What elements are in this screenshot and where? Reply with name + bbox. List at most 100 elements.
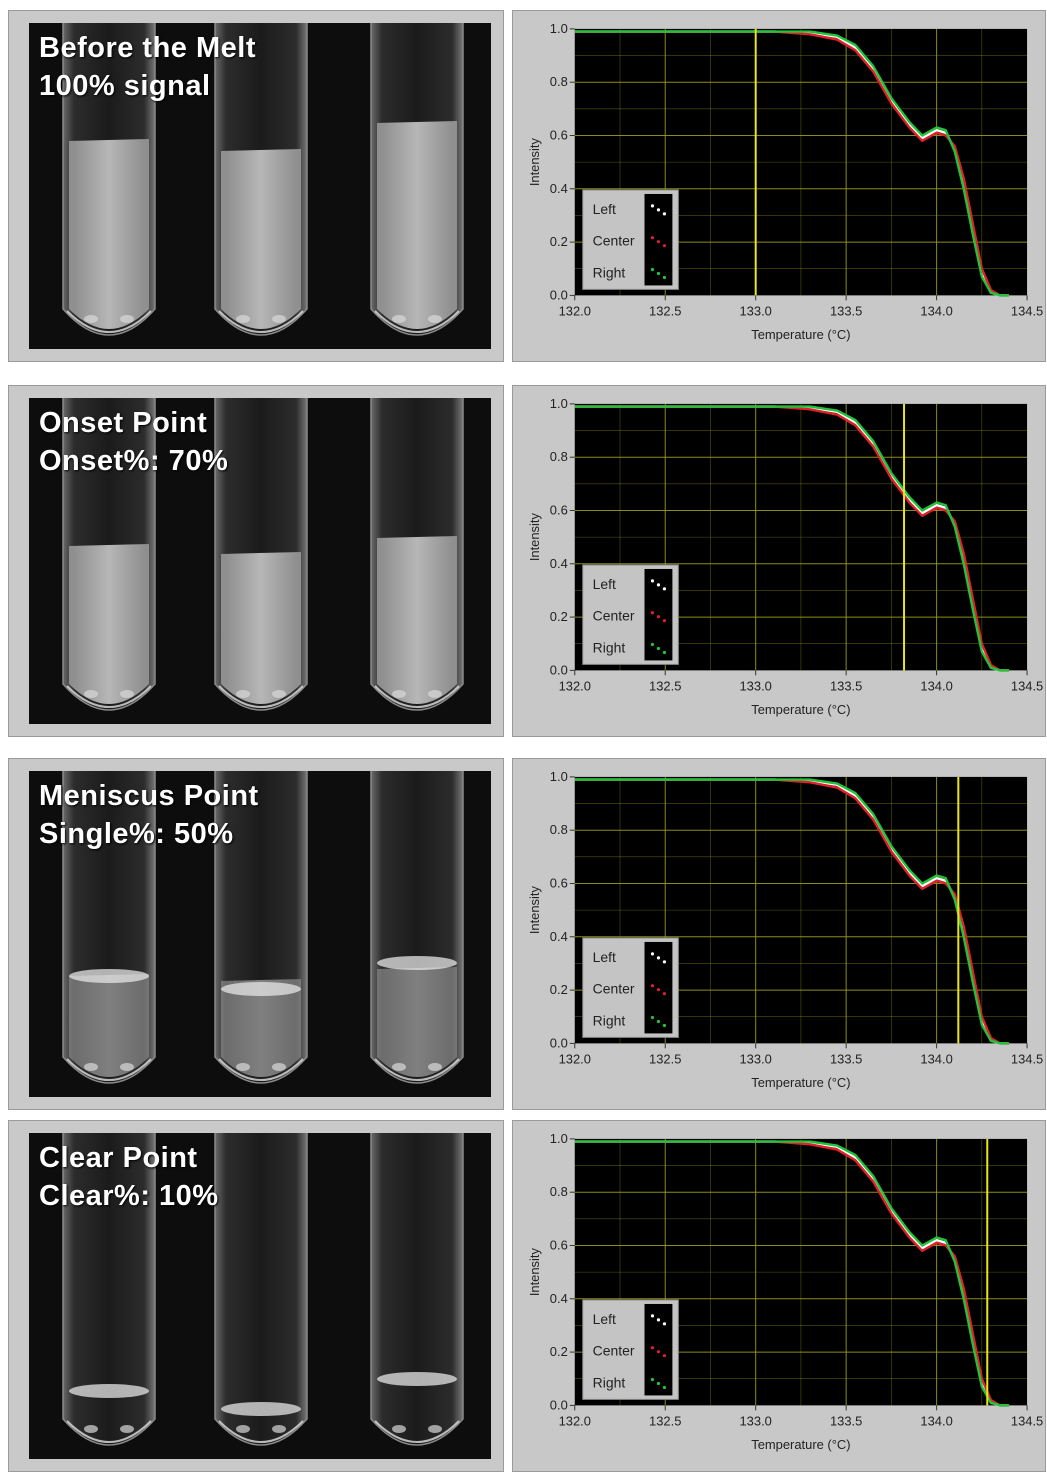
panel-row-3: Meniscus Point Single%: 50% 132.0 132.5 13… — [8, 758, 1046, 1110]
x-tick-label: 134.5 — [1011, 303, 1043, 318]
test-tube — [370, 1133, 464, 1446]
sample-powder — [377, 121, 457, 329]
panel-row-4: Clear Point Clear%: 10% 132.0 132.5 133.0 1… — [8, 1120, 1046, 1472]
x-tick-label: 133.0 — [740, 1051, 772, 1066]
meniscus — [377, 956, 457, 970]
caption-value: Clear%: 10% — [39, 1180, 219, 1212]
x-tick-label: 134.0 — [920, 1051, 952, 1066]
legend-marker — [662, 275, 667, 280]
legend-marker — [656, 208, 661, 212]
intensity-chart-frame: 132.0 132.5 133.0 133.5 134.0 134.5 0.0 0.2 0.4 0… — [512, 385, 1046, 737]
legend-marker — [650, 204, 655, 208]
legend-label: Right — [593, 1374, 626, 1390]
tube-photo: Before the Melt 100% signal — [29, 23, 491, 349]
caption-title: Clear Point — [39, 1142, 198, 1174]
legend-label: Center — [593, 608, 635, 624]
legend-marker — [656, 1318, 661, 1322]
legend-marker — [656, 1350, 661, 1354]
legend-label: Left — [593, 576, 616, 592]
test-tube — [62, 771, 156, 1084]
y-tick-label: 0.2 — [550, 1344, 568, 1359]
x-tick-label: 134.0 — [920, 303, 952, 318]
y-tick-label: 1.0 — [550, 21, 568, 36]
caption-value: Onset%: 70% — [39, 445, 229, 477]
caption-title: Onset Point — [39, 407, 208, 439]
legend-marker — [650, 642, 655, 647]
tube-photo-image — [29, 771, 491, 1097]
legend-marker — [650, 1015, 655, 1020]
x-axis-label: Temperature (°C) — [751, 702, 850, 717]
test-tube — [214, 771, 308, 1084]
legend-marker — [656, 615, 661, 619]
caption-title: Meniscus Point — [39, 780, 259, 812]
sample-powder — [221, 979, 301, 1077]
legend-marker — [662, 587, 667, 591]
sample-powder — [69, 544, 149, 704]
tube-photo: Meniscus Point Single%: 50% — [29, 771, 491, 1097]
x-tick-label: 132.5 — [649, 678, 681, 693]
meniscus — [221, 982, 301, 996]
x-tick-label: 134.5 — [1011, 1413, 1043, 1428]
test-tube — [214, 23, 308, 336]
y-axis-label: Intensity — [527, 138, 542, 187]
series-line-right — [574, 1140, 1009, 1407]
y-axis-label: Intensity — [527, 886, 542, 935]
intensity-chart-frame: 132.0 132.5 133.0 133.5 134.0 134.5 0.0 0.2 0.4 0… — [512, 758, 1046, 1110]
legend-marker — [650, 1314, 655, 1318]
x-tick-label: 134.0 — [920, 678, 952, 693]
y-tick-label: 0.8 — [550, 822, 568, 837]
legend-label: Right — [593, 639, 626, 655]
x-tick-label: 132.5 — [649, 303, 681, 318]
series-line-right — [574, 405, 1009, 672]
test-tube — [62, 398, 156, 711]
y-tick-label: 0.2 — [550, 982, 568, 997]
legend-marker — [662, 1354, 667, 1358]
tube-photo-image — [29, 398, 491, 724]
y-tick-label: 0.4 — [550, 1291, 568, 1306]
legend-marker — [650, 267, 655, 272]
test-tube — [62, 23, 156, 336]
legend-marker — [662, 1023, 667, 1028]
legend-marker — [662, 212, 667, 216]
legend-marker — [650, 236, 655, 240]
y-tick-label: 0.4 — [550, 556, 568, 571]
y-tick-label: 1.0 — [550, 396, 568, 411]
x-tick-label: 133.5 — [830, 1051, 862, 1066]
y-tick-label: 0.4 — [550, 181, 568, 196]
tube-photo-frame: Meniscus Point Single%: 50% — [8, 758, 504, 1110]
y-tick-label: 0.6 — [550, 127, 568, 142]
legend-label: Right — [593, 1012, 626, 1028]
x-tick-label: 133.0 — [740, 678, 772, 693]
y-axis-label: Intensity — [527, 513, 542, 562]
legend-marker — [650, 1377, 655, 1382]
x-axis-label: Temperature (°C) — [751, 1437, 850, 1452]
x-tick-label: 133.0 — [740, 303, 772, 318]
y-tick-label: 0.6 — [550, 875, 568, 890]
tube-photo-image — [29, 1133, 491, 1459]
legend-marker — [662, 650, 667, 655]
legend-marker — [650, 1346, 655, 1350]
intensity-chart: 132.0 132.5 133.0 133.5 134.0 134.5 0.0 0.2 0.4 0… — [527, 1131, 1043, 1452]
panel-row-1: Before the Melt 100% signal 132.0 132.5 13… — [8, 10, 1046, 362]
x-tick-label: 132.5 — [649, 1413, 681, 1428]
y-tick-label: 0.2 — [550, 609, 568, 624]
legend-marker — [656, 1019, 661, 1024]
legend-marker — [662, 992, 667, 996]
test-tube — [214, 398, 308, 711]
tube-photo-image — [29, 23, 491, 349]
legend-marker — [656, 583, 661, 587]
y-tick-label: 0.8 — [550, 1184, 568, 1199]
x-tick-label: 133.5 — [830, 678, 862, 693]
legend-marker — [650, 952, 655, 956]
y-axis-label: Intensity — [527, 1248, 542, 1297]
test-tube — [370, 23, 464, 336]
grid — [574, 1138, 1028, 1406]
x-tick-label: 132.0 — [559, 303, 591, 318]
legend-marker — [656, 271, 661, 276]
y-tick-label: 0.0 — [550, 662, 568, 677]
x-axis-label: Temperature (°C) — [751, 1075, 850, 1090]
legend-marker — [656, 646, 661, 651]
legend-label: Right — [593, 264, 626, 280]
legend: Left Center Right — [582, 1299, 679, 1400]
test-tube — [370, 398, 464, 711]
